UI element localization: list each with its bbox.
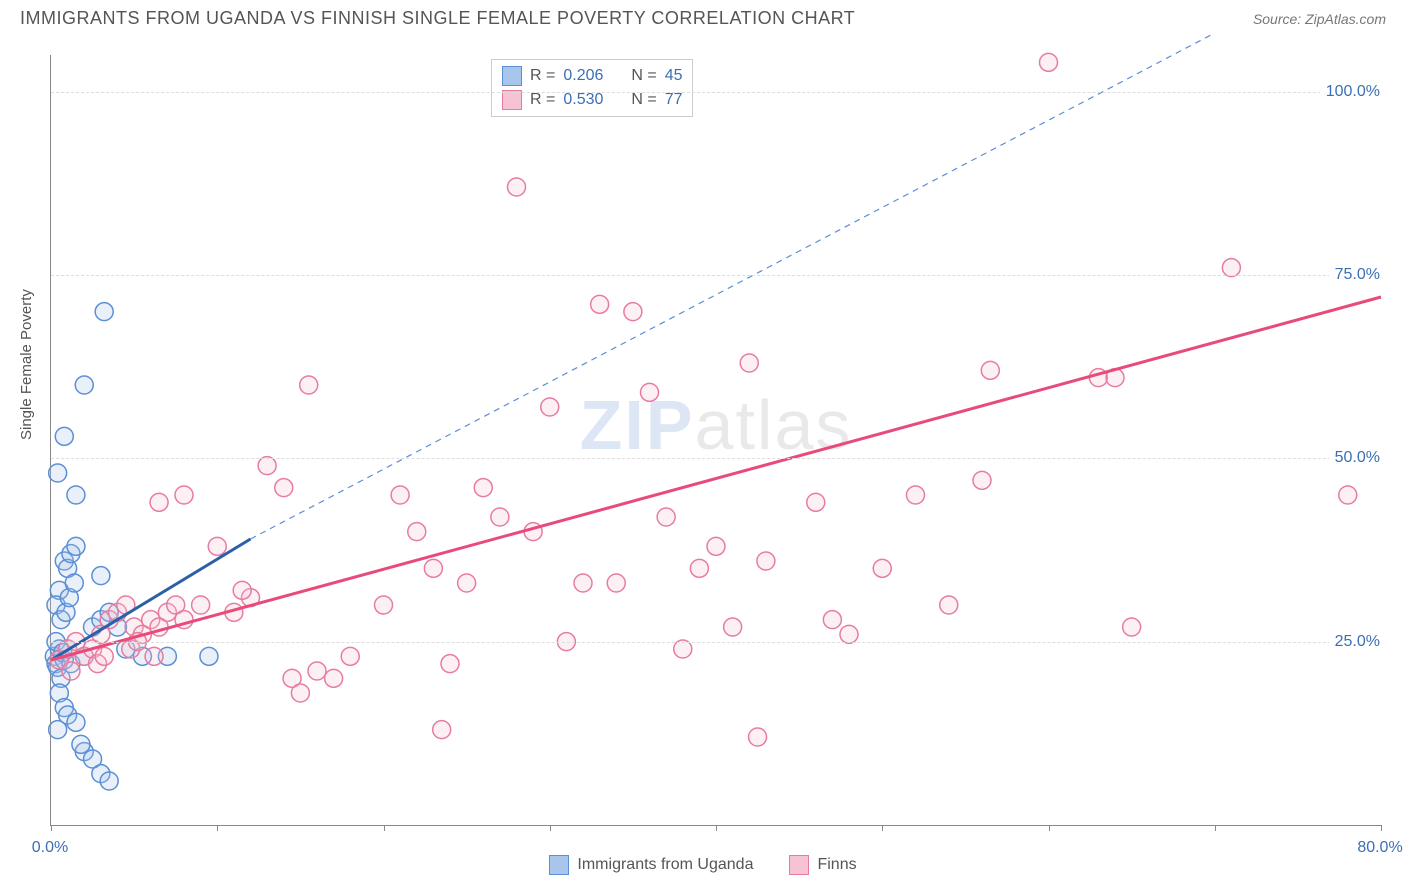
data-point-uganda [72,735,90,753]
x-tick [1381,825,1382,831]
data-point-finns [740,354,758,372]
data-point-finns [1339,486,1357,504]
data-point-finns [1040,53,1058,71]
data-point-uganda [67,486,85,504]
data-point-finns [541,398,559,416]
data-point-finns [325,669,343,687]
data-point-finns [724,618,742,636]
swatch-uganda [502,66,522,86]
x-tick [1049,825,1050,831]
data-point-finns [981,361,999,379]
data-point-finns [749,728,767,746]
data-point-finns [95,647,113,665]
data-point-finns [607,574,625,592]
data-point-uganda [100,772,118,790]
data-point-uganda [55,427,73,445]
data-point-finns [674,640,692,658]
gridline [51,642,1381,643]
data-point-finns [574,574,592,592]
data-point-uganda [65,574,83,592]
data-point-finns [491,508,509,526]
data-point-finns [591,295,609,313]
gridline [51,92,1381,93]
data-point-finns [375,596,393,614]
x-tick [882,825,883,831]
data-point-finns [341,647,359,665]
data-point-finns [707,537,725,555]
plot-area: ZIPatlas R =0.206N =45R =0.530N =77 25.0… [50,55,1381,826]
data-point-uganda [67,713,85,731]
data-point-finns [275,479,293,497]
data-point-finns [940,596,958,614]
data-point-uganda [92,567,110,585]
data-point-uganda [67,537,85,555]
data-point-finns [391,486,409,504]
data-point-finns [441,655,459,673]
y-tick-label: 25.0% [1329,633,1386,651]
source-label: Source: ZipAtlas.com [1253,11,1386,27]
y-axis-label: Single Female Poverty [18,289,35,440]
data-point-finns [973,471,991,489]
x-tick [716,825,717,831]
legend-item-uganda: Immigrants from Uganda [549,855,753,875]
data-point-finns [258,457,276,475]
data-point-finns [1123,618,1141,636]
data-point-finns [145,647,163,665]
y-tick-label: 75.0% [1329,266,1386,284]
data-point-finns [757,552,775,570]
data-point-finns [907,486,925,504]
data-point-finns [208,537,226,555]
data-point-uganda [84,750,102,768]
data-point-finns [175,486,193,504]
x-tick [1215,825,1216,831]
data-point-finns [433,721,451,739]
data-point-finns [308,662,326,680]
data-point-finns [408,523,426,541]
y-tick-label: 50.0% [1329,449,1386,467]
data-point-finns [624,303,642,321]
data-point-finns [300,376,318,394]
data-point-finns [840,625,858,643]
data-point-finns [641,383,659,401]
swatch-finns [789,855,809,875]
legend-bottom: Immigrants from Uganda Finns [0,855,1406,880]
data-point-finns [807,493,825,511]
plot-svg [51,55,1381,825]
data-point-finns [873,559,891,577]
data-point-finns [474,479,492,497]
data-point-finns [150,493,168,511]
data-point-finns [823,611,841,629]
data-point-uganda [75,376,93,394]
data-point-finns [424,559,442,577]
legend-correlation: R =0.206N =45R =0.530N =77 [491,59,693,117]
legend-row-uganda: R =0.206N =45 [502,64,682,88]
data-point-finns [291,684,309,702]
x-tick [51,825,52,831]
gridline [51,458,1381,459]
legend-item-finns: Finns [789,855,856,875]
y-tick-label: 100.0% [1320,83,1386,101]
x-tick-label: 0.0% [32,839,68,857]
data-point-uganda [95,303,113,321]
data-point-finns [458,574,476,592]
x-tick [550,825,551,831]
data-point-finns [62,662,80,680]
swatch-finns [502,90,522,110]
x-tick-label: 80.0% [1357,839,1402,857]
data-point-finns [657,508,675,526]
data-point-uganda [49,721,67,739]
title-bar: IMMIGRANTS FROM UGANDA VS FINNISH SINGLE… [0,0,1406,29]
x-tick [217,825,218,831]
chart-title: IMMIGRANTS FROM UGANDA VS FINNISH SINGLE… [20,8,855,29]
gridline [51,275,1381,276]
data-point-uganda [49,464,67,482]
data-point-finns [690,559,708,577]
swatch-uganda [549,855,569,875]
data-point-finns [192,596,210,614]
x-tick [384,825,385,831]
data-point-finns [1222,259,1240,277]
data-point-uganda [200,647,218,665]
data-point-finns [233,581,251,599]
data-point-finns [508,178,526,196]
